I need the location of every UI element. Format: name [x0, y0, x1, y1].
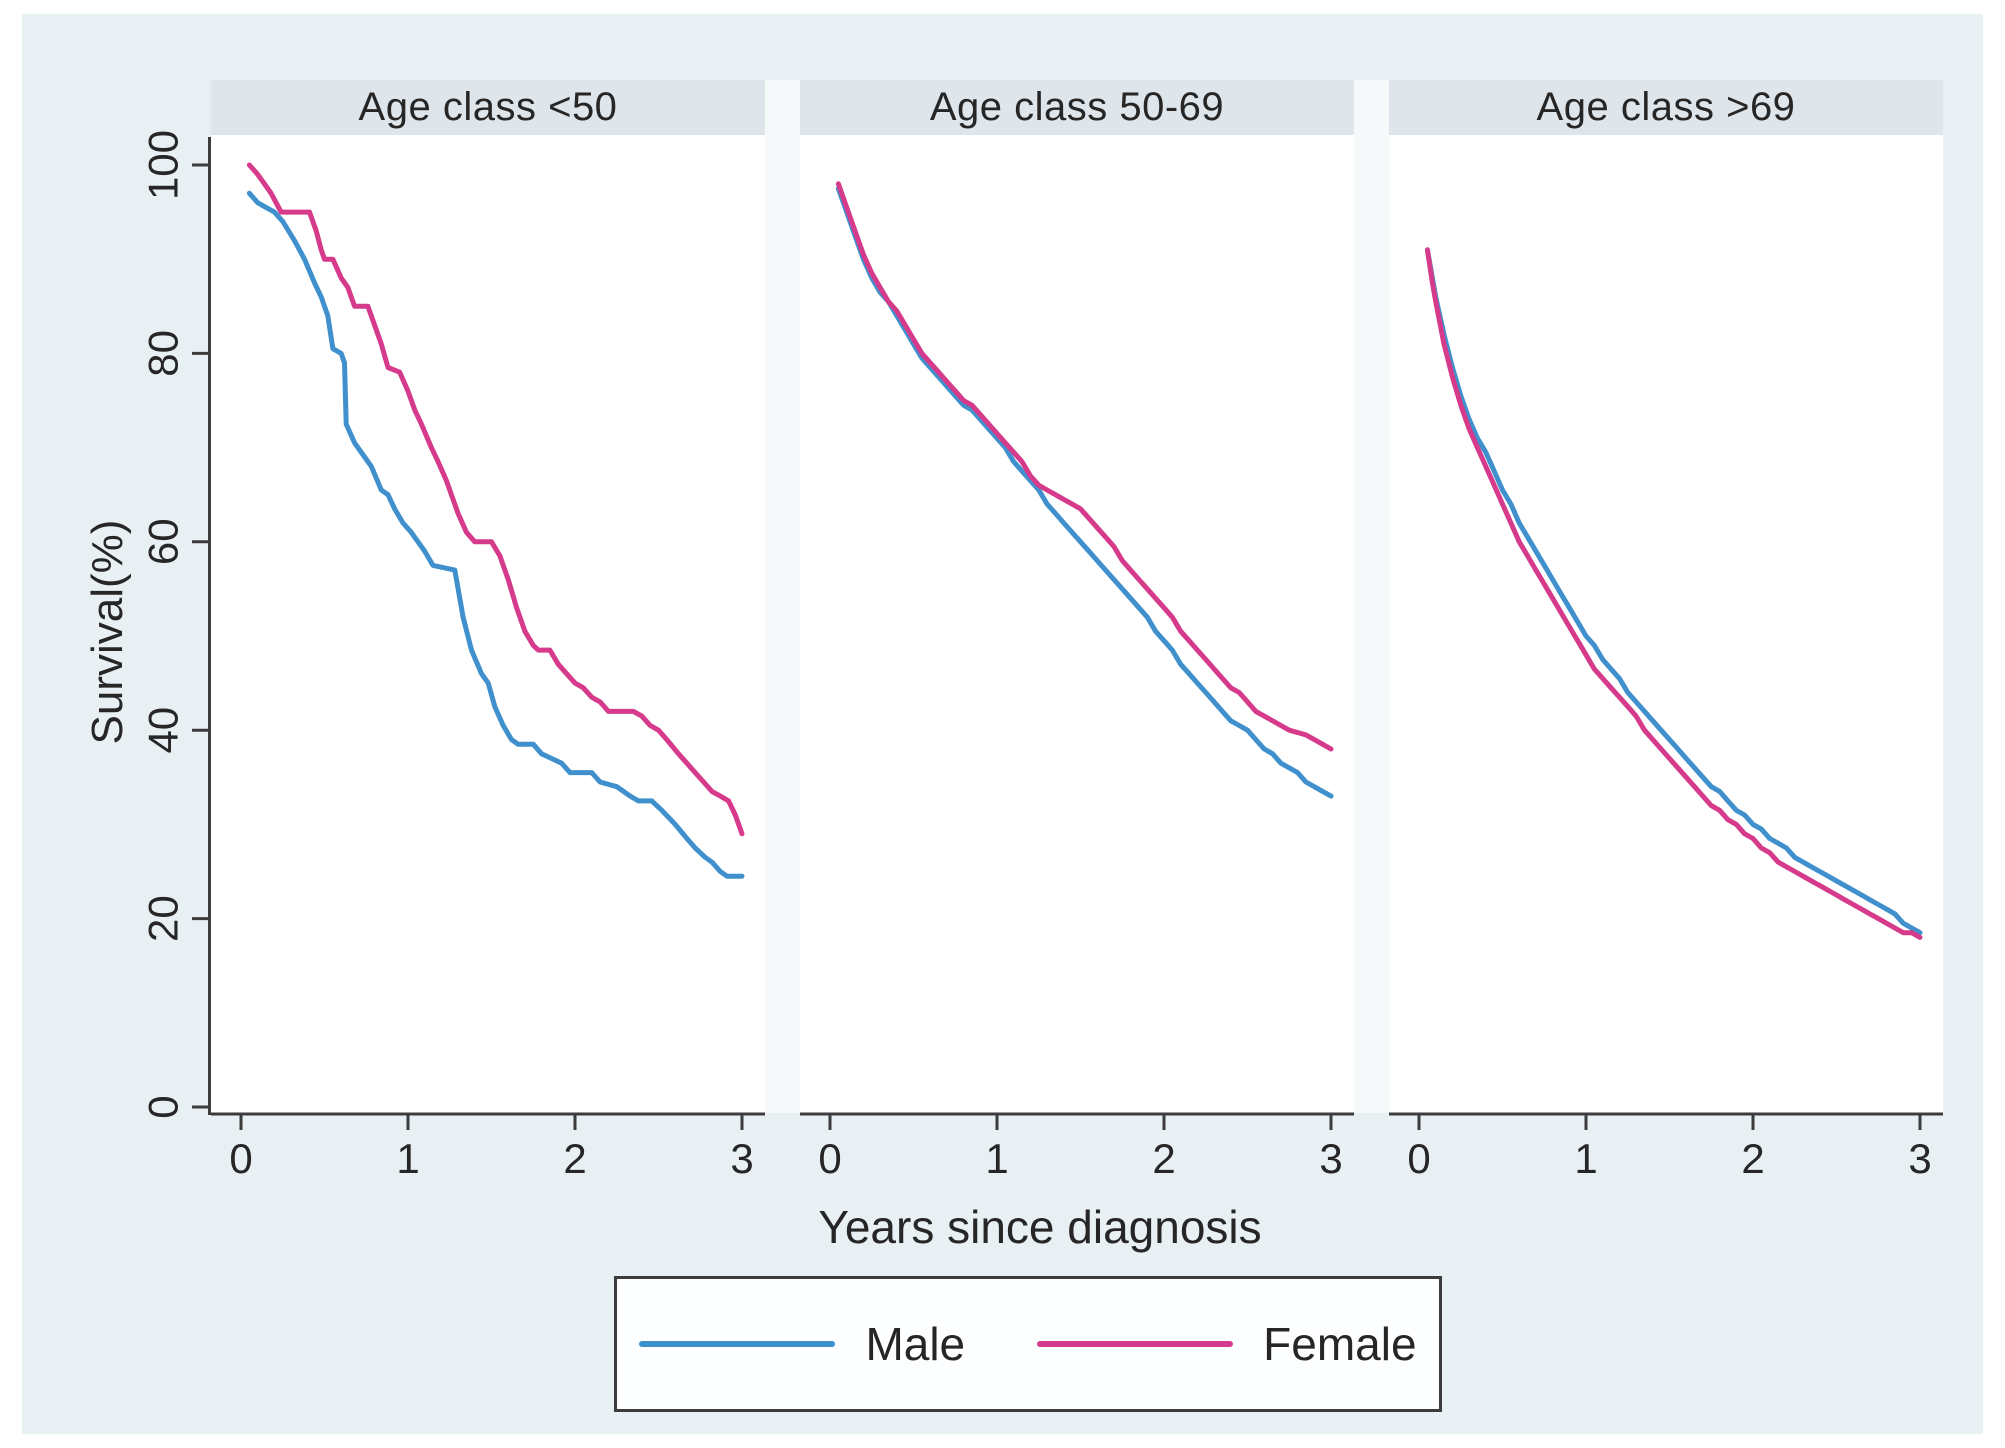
facet-title-age-lt50: Age class <50 [358, 85, 618, 129]
female-survival-curve [246, 162, 745, 837]
female-line-swatch-icon [1037, 1341, 1234, 1347]
y-tick-label: 60 [140, 518, 187, 565]
x-tick-label: 0 [1407, 1135, 1430, 1182]
x-tick-label: 3 [1908, 1135, 1931, 1182]
legend-label-male: Male [865, 1318, 966, 1370]
y-tick-label: 0 [140, 1095, 187, 1118]
x-tick-label: 2 [1152, 1135, 1175, 1182]
male-survival-curve [246, 190, 745, 879]
x-tick-label: 1 [1574, 1135, 1597, 1182]
male-survival-curve [835, 186, 1334, 799]
panel-plot-age-lt50: 0 1 2 3 [211, 135, 765, 1182]
legend-label-female: Female [1263, 1318, 1417, 1370]
facet-title-age-gt69: Age class >69 [1536, 85, 1796, 129]
x-tick-label: 3 [1319, 1135, 1342, 1182]
x-tick-label: 3 [730, 1135, 753, 1182]
x-axis-title: Years since diagnosis [818, 1201, 1262, 1253]
y-axis: 0 20 40 60 80 100 [140, 130, 211, 1119]
female-survival-curve [1424, 247, 1923, 940]
y-tick-label: 20 [140, 895, 187, 942]
y-tick-label: 40 [140, 707, 187, 754]
facet-strip-age-lt50: Age class <50 [211, 80, 765, 135]
x-tick-label: 0 [229, 1135, 252, 1182]
legend: Male Female [614, 1276, 1442, 1412]
panel-plot-age-50-69: 0 1 2 3 [800, 135, 1354, 1182]
panel-plot-age-gt69: 0 1 2 3 [1389, 135, 1943, 1182]
facet-strip-age-gt69: Age class >69 [1389, 80, 1943, 135]
x-tick-label: 2 [563, 1135, 586, 1182]
facet-title-age-50-69: Age class 50-69 [929, 85, 1225, 129]
y-tick-label: 80 [140, 330, 187, 377]
x-tick-label: 1 [985, 1135, 1008, 1182]
female-survival-curve [835, 181, 1334, 752]
legend-item-female: Female [1037, 1317, 1417, 1371]
y-tick-label: 100 [140, 130, 187, 200]
legend-item-male: Male [639, 1317, 965, 1371]
male-line-swatch-icon [639, 1341, 836, 1347]
x-tick-label: 1 [396, 1135, 419, 1182]
male-survival-curve [1424, 247, 1923, 936]
x-tick-label: 0 [818, 1135, 841, 1182]
facet-strip-age-50-69: Age class 50-69 [800, 80, 1354, 135]
x-tick-label: 2 [1741, 1135, 1764, 1182]
